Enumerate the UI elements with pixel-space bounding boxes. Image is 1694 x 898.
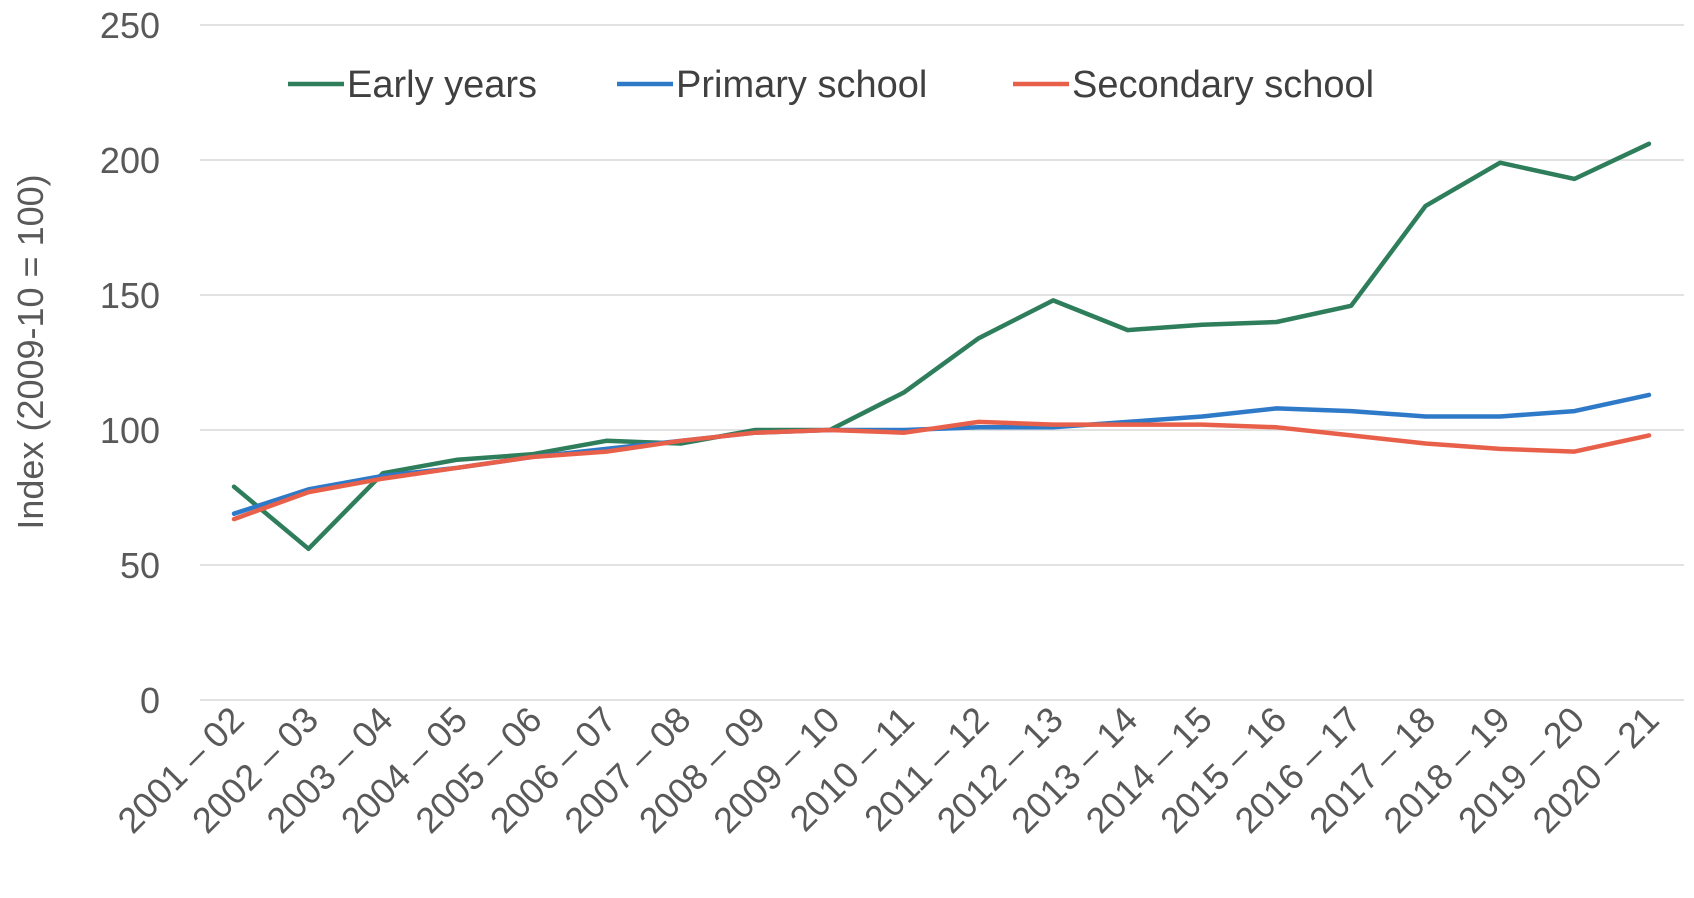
series-line-secondary-school — [234, 422, 1649, 519]
series-line-primary-school — [234, 395, 1649, 514]
y-axis-title: Index (2009-10 = 100) — [10, 174, 51, 529]
y-tick-label: 250 — [100, 5, 160, 46]
legend-label: Secondary school — [1072, 64, 1374, 106]
legend: Early years Primary school Secondary schoo… — [288, 64, 1374, 106]
y-tick-label: 100 — [100, 410, 160, 451]
series-line-early-years — [234, 144, 1649, 549]
legend-label: Early years — [347, 64, 537, 106]
y-tick-label: 200 — [100, 140, 160, 181]
series-lines — [234, 144, 1649, 549]
y-tick-label: 50 — [120, 545, 160, 586]
y-axis-ticks: 0 50 100 150 200 250 — [100, 5, 160, 721]
legend-label: Primary school — [676, 64, 927, 106]
y-tick-label: 0 — [140, 680, 160, 721]
y-tick-label: 150 — [100, 275, 160, 316]
